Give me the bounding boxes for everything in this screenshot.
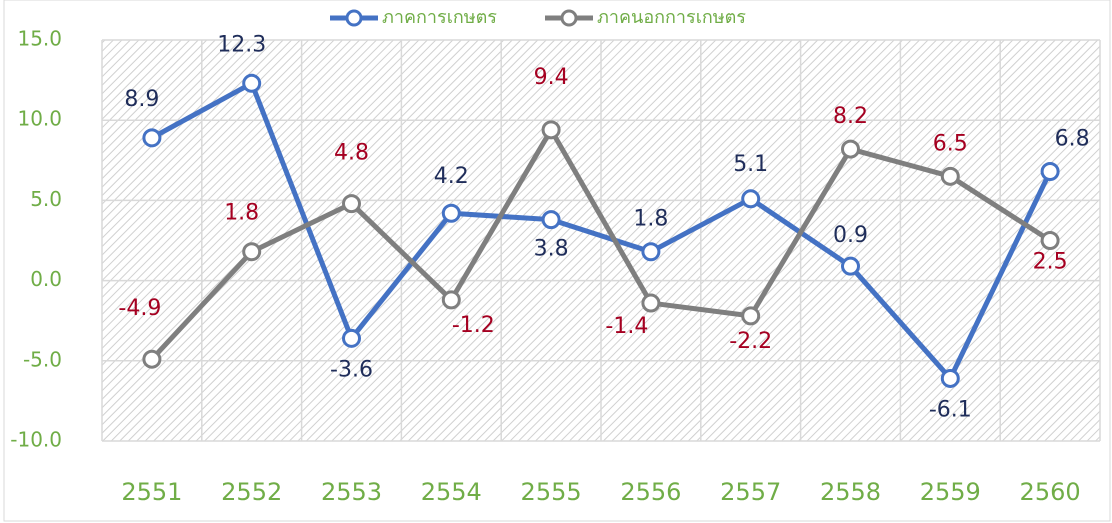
data-point — [741, 189, 761, 209]
series-line — [150, 127, 1052, 361]
data-point — [242, 242, 262, 262]
data-label: 3.8 — [534, 237, 569, 262]
series-line — [150, 80, 1053, 381]
data-label: 4.8 — [334, 141, 369, 166]
y-tick-label: 15.0 — [17, 27, 62, 51]
data-label: -6.1 — [929, 397, 972, 422]
data-point — [940, 368, 960, 388]
legend-marker — [345, 9, 363, 27]
x-tick-label: 2558 — [820, 478, 881, 506]
data-point — [841, 139, 860, 159]
data-label: 2.5 — [1033, 250, 1068, 275]
x-tick-label: 2559 — [920, 478, 981, 506]
data-label: 0.9 — [833, 223, 868, 248]
data-label: -4.9 — [118, 296, 161, 321]
data-point — [541, 210, 561, 230]
data-label: 1.8 — [633, 207, 668, 232]
data-label: 5.1 — [733, 152, 768, 177]
x-tick-label: 2555 — [521, 478, 582, 506]
data-point — [342, 328, 361, 348]
data-label: -1.4 — [605, 314, 648, 339]
data-point — [1040, 231, 1060, 250]
data-label: 12.3 — [217, 32, 266, 57]
data-label: -2.2 — [729, 329, 772, 354]
data-point — [142, 128, 162, 148]
data-label: 4.2 — [434, 164, 469, 189]
data-point — [441, 203, 461, 223]
y-tick-label: -10.0 — [10, 428, 62, 452]
data-point — [1040, 162, 1060, 182]
y-tick-label: -5.0 — [23, 347, 62, 371]
y-tick-label: 10.0 — [17, 107, 62, 131]
chart-border — [3, 0, 1111, 522]
data-label: -3.6 — [330, 357, 373, 382]
x-tick-label: 2552 — [221, 478, 282, 506]
data-label: 6.5 — [933, 131, 968, 156]
data-label: 8.2 — [833, 104, 868, 129]
data-point — [142, 349, 162, 369]
data-point — [741, 306, 761, 326]
x-tick-label: 2553 — [321, 478, 382, 506]
data-label: 8.9 — [124, 87, 159, 112]
x-tick-label: 2557 — [720, 478, 781, 506]
data-point — [940, 166, 960, 186]
data-label: 9.4 — [534, 65, 569, 90]
x-tick-label: 2560 — [1020, 478, 1081, 506]
data-point — [242, 73, 262, 93]
x-tick-label: 2556 — [620, 478, 681, 506]
data-point — [641, 293, 661, 313]
data-point — [541, 120, 561, 140]
legend-label: ภาคนอกการเกษตร — [597, 7, 746, 28]
data-label: -1.2 — [452, 313, 495, 338]
data-point — [841, 256, 860, 276]
legend-marker — [560, 9, 578, 27]
x-tick-label: 2554 — [421, 478, 482, 506]
data-point — [342, 194, 361, 214]
data-point — [641, 242, 661, 262]
data-label: 1.8 — [224, 201, 259, 226]
data-label: 6.8 — [1055, 127, 1090, 152]
y-tick-label: 5.0 — [30, 187, 62, 211]
x-tick-label: 2551 — [121, 478, 182, 506]
data-point — [441, 290, 461, 310]
legend-label: ภาคการเกษตร — [382, 7, 497, 28]
y-tick-label: 0.0 — [30, 267, 62, 291]
